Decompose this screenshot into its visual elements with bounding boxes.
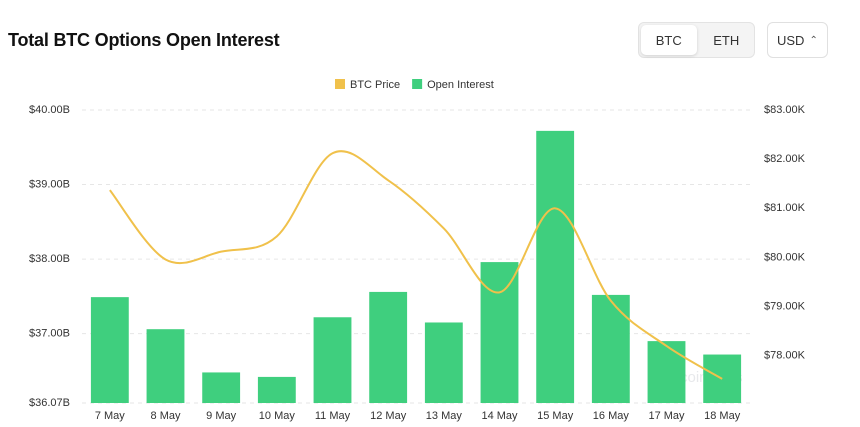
y2-tick-label: $81.00K [764,202,806,214]
bar [369,291,408,403]
x-tick-label: 7 May [95,410,125,422]
x-tick-label: 13 May [426,410,463,422]
x-tick-label: 14 May [481,410,518,422]
y2-tick-label: $79.00K [764,301,806,313]
currency-value: USD [777,32,805,48]
btc-button[interactable]: BTC [641,25,697,55]
bar [536,130,575,404]
bar [424,322,463,403]
y2-tick-label: $83.00K [764,104,806,116]
currency-select[interactable]: USD ⌃ [767,22,828,58]
bar [90,297,129,403]
y-tick-label: $37.00B [29,328,70,340]
y-tick-label: $36.07B [29,397,70,409]
y-tick-label: $39.00B [29,178,70,190]
y2-tick-label: $82.00K [764,153,806,165]
bar [202,372,241,403]
bar [257,376,296,403]
bar [480,262,519,403]
y2-tick-label: $78.00K [764,350,806,362]
x-tick-label: 17 May [648,410,685,422]
x-tick-label: 18 May [704,410,741,422]
coin-toggle: BTC ETH [638,22,755,58]
x-tick-label: 11 May [315,410,351,422]
eth-button[interactable]: ETH [713,32,740,48]
y2-tick-label: $80.00K [764,251,806,263]
bar [146,329,185,403]
legend-swatch [335,79,345,89]
x-tick-label: 15 May [537,410,574,422]
select-arrow: ⌃ [809,34,818,46]
legend-swatch [412,79,423,89]
price-line [109,150,723,380]
x-tick-label: 10 May [259,410,296,422]
y-tick-label: $40.00B [29,104,70,116]
x-tick-label: 8 May [151,410,181,422]
x-tick-label: 16 May [593,410,630,422]
bar [313,317,352,403]
legend-label: BTC Price [350,79,400,91]
legend-label: Open Interest [427,79,494,91]
bar [647,341,686,403]
x-tick-label: 9 May [206,410,236,422]
chart-title: Total BTC Options Open Interest [8,30,280,50]
x-tick-label: 12 May [370,410,407,422]
y-tick-label: $38.00B [29,253,70,265]
bar [591,294,630,403]
